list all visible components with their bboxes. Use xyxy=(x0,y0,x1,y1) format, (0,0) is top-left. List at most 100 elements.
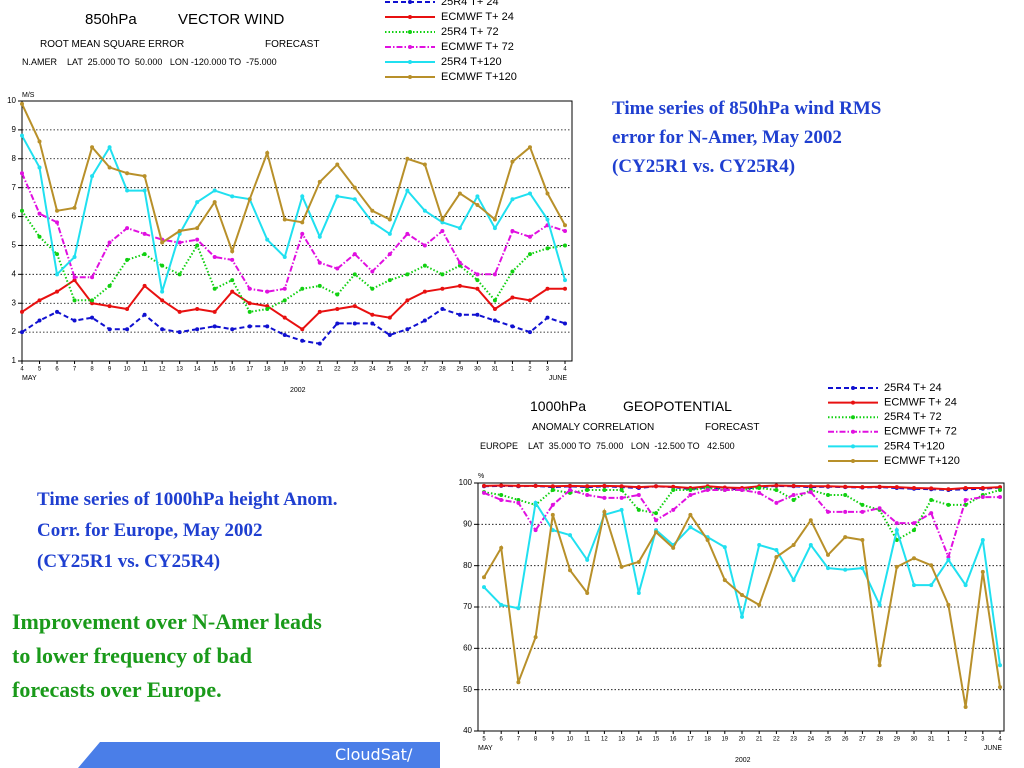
point xyxy=(90,315,95,320)
point xyxy=(563,229,567,233)
point xyxy=(568,533,572,538)
point xyxy=(300,220,305,225)
point xyxy=(125,188,130,193)
point xyxy=(300,327,305,332)
point xyxy=(195,243,200,248)
point xyxy=(247,286,252,291)
x-tick-label: 29 xyxy=(457,367,464,373)
point xyxy=(230,289,235,294)
point xyxy=(499,602,504,607)
point xyxy=(457,260,462,265)
point xyxy=(482,490,486,495)
legend-label: 25R4 T+ 72 xyxy=(884,411,942,423)
point xyxy=(894,528,899,533)
point xyxy=(352,304,357,309)
point xyxy=(912,528,916,533)
point xyxy=(475,194,480,199)
point xyxy=(654,530,658,535)
point xyxy=(740,593,744,598)
point xyxy=(563,223,567,228)
region: EUROPE LAT 35.000 TO 75.000 LON -12.500 … xyxy=(480,441,735,451)
point xyxy=(619,564,624,569)
point xyxy=(230,278,235,283)
x-tick-label: 12 xyxy=(601,737,608,743)
point xyxy=(550,512,555,517)
x-tick-label: 8 xyxy=(534,737,538,743)
point xyxy=(563,286,567,291)
x-tick-label: 2 xyxy=(528,367,532,373)
x-tick-label: 19 xyxy=(281,367,288,373)
point xyxy=(963,705,968,710)
month-label: MAY xyxy=(478,745,493,752)
point xyxy=(177,229,182,233)
point xyxy=(405,231,410,236)
series-line xyxy=(21,210,566,314)
point xyxy=(317,234,322,239)
y-tick-label: 2 xyxy=(12,327,17,336)
point xyxy=(107,240,112,245)
point xyxy=(826,552,830,557)
point xyxy=(230,249,235,254)
point xyxy=(422,208,427,213)
point xyxy=(912,485,916,490)
point xyxy=(352,197,357,202)
point xyxy=(619,484,624,489)
x-tick-label: 26 xyxy=(404,367,411,373)
y-tick-label: 9 xyxy=(12,125,17,134)
point xyxy=(510,295,515,300)
y-tick-label: 10 xyxy=(7,96,16,105)
point xyxy=(980,538,985,543)
point xyxy=(550,484,555,489)
point xyxy=(177,231,182,236)
point xyxy=(20,330,24,335)
point xyxy=(37,318,42,323)
point xyxy=(72,275,77,280)
point xyxy=(980,485,985,490)
point xyxy=(791,492,796,497)
point xyxy=(860,566,865,571)
point xyxy=(482,483,486,488)
point xyxy=(671,545,676,550)
point xyxy=(826,566,830,571)
point xyxy=(619,488,624,493)
point xyxy=(550,502,555,507)
point xyxy=(929,486,934,491)
point xyxy=(142,283,147,288)
x-tick-label: 25 xyxy=(386,367,393,373)
legend-marker xyxy=(408,60,412,64)
point xyxy=(963,583,968,588)
point xyxy=(142,188,147,193)
point xyxy=(142,231,147,236)
chart-metric: ROOT MEAN SQUARE ERROR xyxy=(40,39,184,50)
point xyxy=(499,492,504,497)
month-label: JUNE xyxy=(549,375,568,382)
point xyxy=(774,483,779,488)
point xyxy=(142,174,147,179)
point xyxy=(671,507,676,512)
point xyxy=(740,488,744,493)
legend-marker xyxy=(851,386,855,390)
point xyxy=(946,502,951,507)
point xyxy=(912,583,916,588)
x-tick-label: 3 xyxy=(546,367,550,373)
point xyxy=(457,263,462,268)
point xyxy=(125,327,130,332)
point xyxy=(387,217,392,222)
point xyxy=(492,298,497,303)
caption-line: error for N-Amer, May 2002 xyxy=(612,127,842,148)
point xyxy=(195,200,200,205)
point xyxy=(55,309,60,314)
point xyxy=(533,483,538,488)
point xyxy=(563,278,567,283)
legend-marker xyxy=(851,444,855,449)
x-tick-label: 27 xyxy=(859,737,866,743)
x-tick-label: 17 xyxy=(687,737,694,743)
y-tick-label: 8 xyxy=(12,154,17,163)
point xyxy=(282,286,287,291)
chart-metric: ANOMALY CORRELATION xyxy=(532,422,654,433)
point xyxy=(335,321,340,326)
point xyxy=(422,318,427,323)
point xyxy=(317,341,322,346)
